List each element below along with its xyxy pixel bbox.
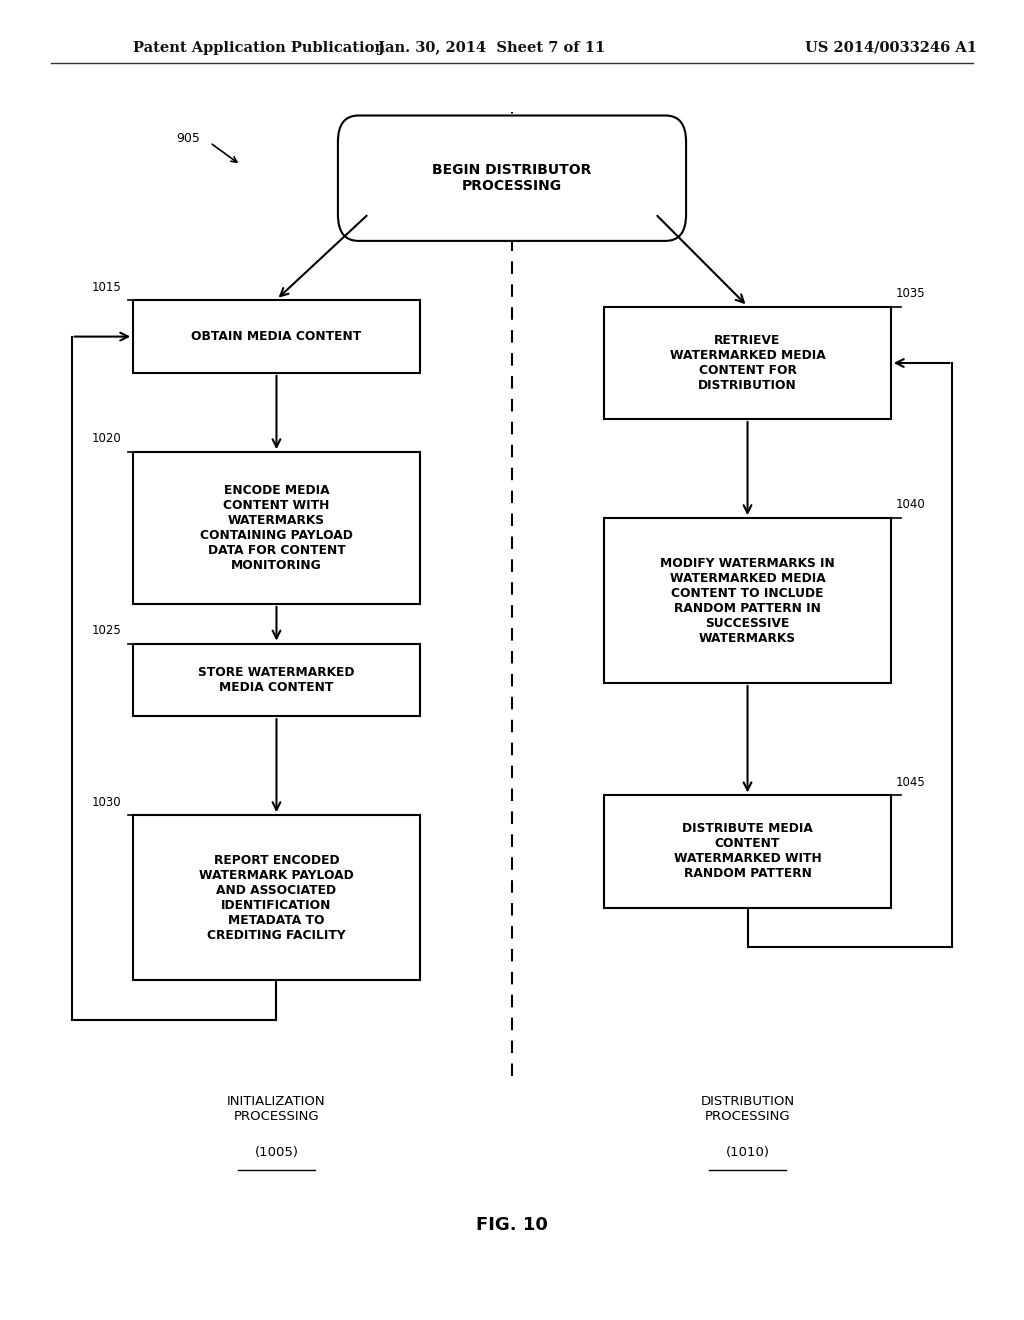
FancyBboxPatch shape	[604, 308, 891, 420]
Text: 905: 905	[176, 132, 200, 145]
Text: US 2014/0033246 A1: US 2014/0033246 A1	[805, 41, 977, 54]
Text: 1025: 1025	[92, 624, 122, 638]
Text: STORE WATERMARKED
MEDIA CONTENT: STORE WATERMARKED MEDIA CONTENT	[199, 665, 354, 694]
Text: OBTAIN MEDIA CONTENT: OBTAIN MEDIA CONTENT	[191, 330, 361, 343]
Text: DISTRIBUTE MEDIA
CONTENT
WATERMARKED WITH
RANDOM PATTERN: DISTRIBUTE MEDIA CONTENT WATERMARKED WIT…	[674, 822, 821, 880]
Text: (1005): (1005)	[255, 1146, 298, 1159]
FancyBboxPatch shape	[338, 116, 686, 242]
Text: 1020: 1020	[92, 433, 122, 446]
Text: 1015: 1015	[92, 281, 122, 294]
FancyBboxPatch shape	[604, 795, 891, 908]
Text: BEGIN DISTRIBUTOR
PROCESSING: BEGIN DISTRIBUTOR PROCESSING	[432, 164, 592, 193]
FancyBboxPatch shape	[133, 814, 420, 979]
FancyBboxPatch shape	[133, 644, 420, 715]
FancyBboxPatch shape	[133, 451, 420, 605]
Text: REPORT ENCODED
WATERMARK PAYLOAD
AND ASSOCIATED
IDENTIFICATION
METADATA TO
CREDI: REPORT ENCODED WATERMARK PAYLOAD AND ASS…	[199, 854, 354, 941]
Text: Patent Application Publication: Patent Application Publication	[133, 41, 385, 54]
Text: MODIFY WATERMARKS IN
WATERMARKED MEDIA
CONTENT TO INCLUDE
RANDOM PATTERN IN
SUCC: MODIFY WATERMARKS IN WATERMARKED MEDIA C…	[660, 557, 835, 644]
Text: DISTRIBUTION
PROCESSING: DISTRIBUTION PROCESSING	[700, 1094, 795, 1123]
FancyBboxPatch shape	[133, 300, 420, 372]
Text: Jan. 30, 2014  Sheet 7 of 11: Jan. 30, 2014 Sheet 7 of 11	[378, 41, 605, 54]
Text: FIG. 10: FIG. 10	[476, 1216, 548, 1234]
Text: 1030: 1030	[92, 796, 122, 808]
Text: 1045: 1045	[896, 776, 926, 789]
Text: RETRIEVE
WATERMARKED MEDIA
CONTENT FOR
DISTRIBUTION: RETRIEVE WATERMARKED MEDIA CONTENT FOR D…	[670, 334, 825, 392]
Text: 1035: 1035	[896, 288, 926, 301]
Text: 1040: 1040	[896, 499, 926, 511]
FancyBboxPatch shape	[604, 517, 891, 682]
Text: (1010): (1010)	[726, 1146, 769, 1159]
Text: INITIALIZATION
PROCESSING: INITIALIZATION PROCESSING	[227, 1094, 326, 1123]
Text: ENCODE MEDIA
CONTENT WITH
WATERMARKS
CONTAINING PAYLOAD
DATA FOR CONTENT
MONITOR: ENCODE MEDIA CONTENT WITH WATERMARKS CON…	[200, 484, 353, 572]
